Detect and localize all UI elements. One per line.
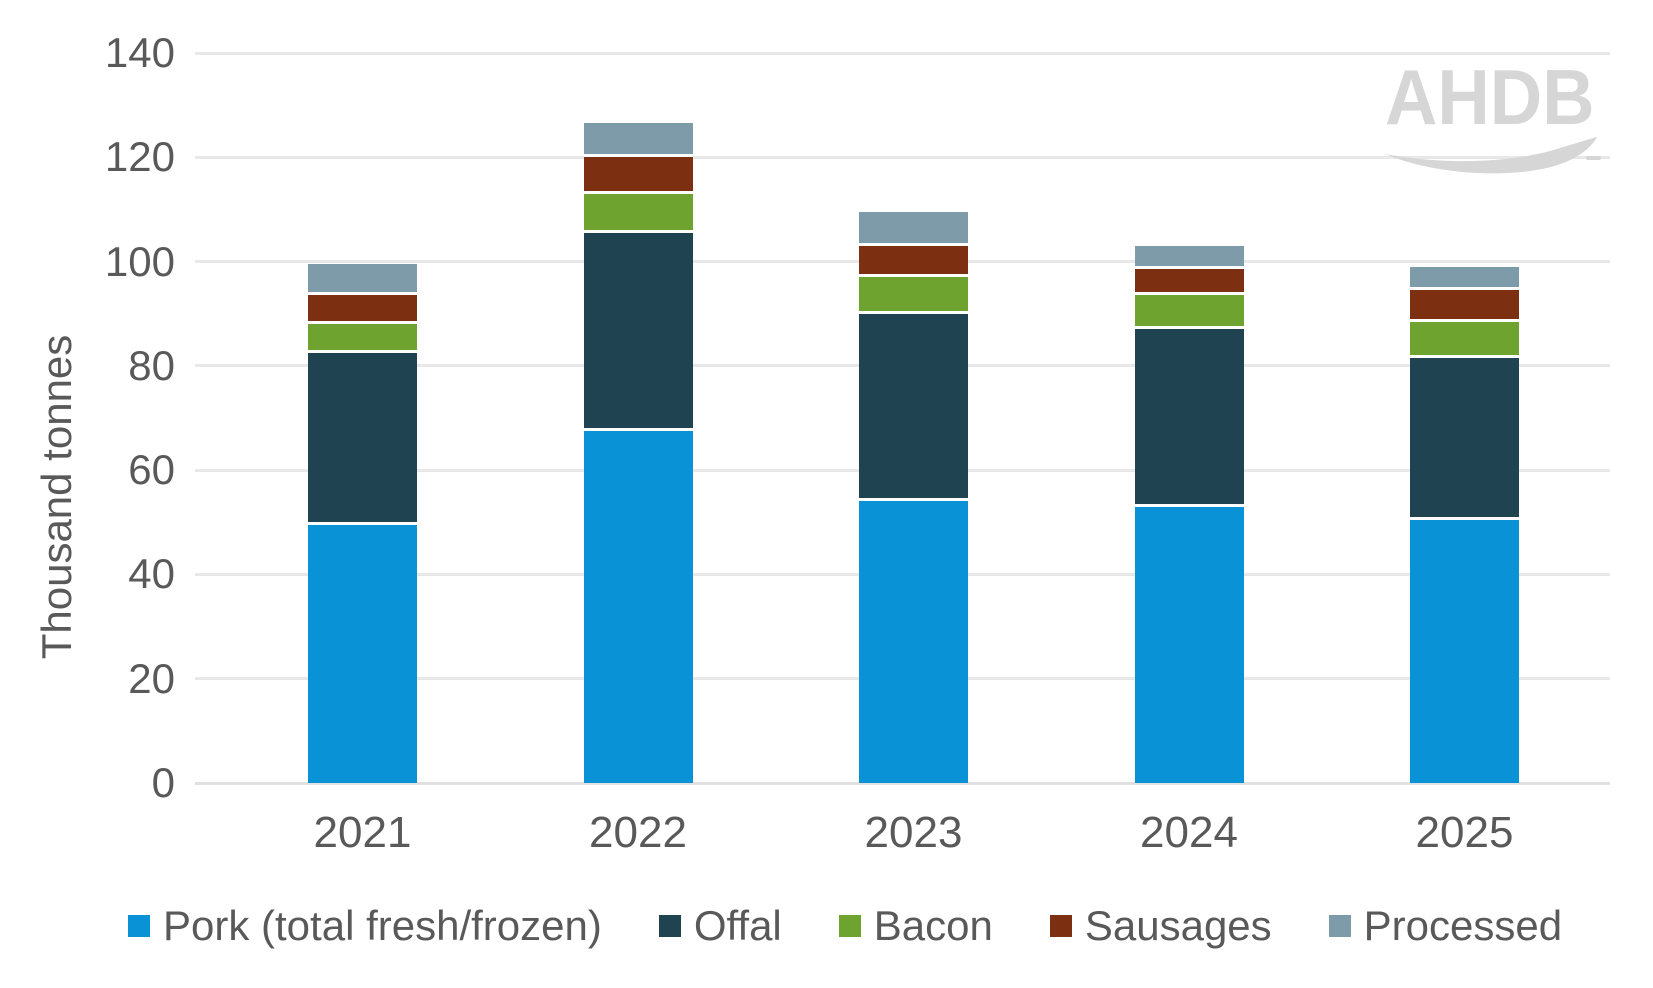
bar-segment-processed-2024 xyxy=(1134,245,1244,270)
bar-segment-sausages-2022 xyxy=(583,157,693,194)
bar-segment-sausages-2021 xyxy=(308,295,417,325)
x-tick-label: 2024 xyxy=(1140,808,1238,857)
bar-segment-processed-2023 xyxy=(859,212,968,246)
bar-segment-sausages-2025 xyxy=(1410,290,1519,322)
bar-segment-pork-total-fresh-frozen-2025 xyxy=(1410,519,1519,783)
ahdb-logo: AHDB xyxy=(1385,53,1605,176)
x-tick-label: 2022 xyxy=(589,808,687,857)
legend-swatch-icon xyxy=(1328,915,1351,937)
y-tick-label: 120 xyxy=(104,133,175,181)
legend-item-offal: Offal xyxy=(658,900,782,952)
bar-segment-offal-2023 xyxy=(859,313,968,502)
y-tick-label: 140 xyxy=(104,29,175,76)
legend-label: Bacon xyxy=(873,902,993,949)
bar-segment-pork-total-fresh-frozen-2021 xyxy=(308,524,417,783)
bar-segment-sausages-2024 xyxy=(1134,269,1244,296)
legend-item-processed: Processed xyxy=(1328,900,1563,952)
legend-item-pork-total-fresh-frozen: Pork (total fresh/frozen) xyxy=(128,900,602,952)
legend-swatch-icon xyxy=(838,915,861,937)
x-tick-label: 2021 xyxy=(313,808,412,857)
legend-item-sausages: Sausages xyxy=(1049,900,1272,952)
bar-segment-bacon-2024 xyxy=(1134,295,1244,330)
legend-label: Processed xyxy=(1363,902,1563,949)
bar-segment-bacon-2025 xyxy=(1410,321,1519,359)
plot-area xyxy=(195,51,1610,785)
bar-segment-pork-total-fresh-frozen-2023 xyxy=(859,501,968,783)
ahdb-logo-text: AHDB xyxy=(1385,53,1595,141)
legend-label: Sausages xyxy=(1084,902,1272,949)
legend: Pork (total fresh/frozen) Offal Bacon Sausa… xyxy=(128,899,1562,953)
legend-label: Offal xyxy=(693,902,782,949)
bar-segment-processed-2022 xyxy=(583,123,693,158)
bar-segment-bacon-2021 xyxy=(308,324,417,353)
x-tick-label: 2023 xyxy=(864,808,963,857)
y-tick-label: 40 xyxy=(128,550,175,598)
legend-swatch-icon xyxy=(128,915,150,937)
legend-item-bacon: Bacon xyxy=(838,900,993,952)
legend-swatch-icon xyxy=(658,915,681,937)
bar-segment-sausages-2023 xyxy=(859,245,968,278)
y-tick-label: 20 xyxy=(128,654,175,702)
bar-segment-bacon-2022 xyxy=(583,193,693,233)
y-tick-label: 0 xyxy=(151,759,175,806)
bar-segment-processed-2021 xyxy=(308,264,417,296)
y-tick-label: 60 xyxy=(128,446,175,494)
legend-label: Pork (total fresh/frozen) xyxy=(163,902,602,949)
bar-segment-offal-2025 xyxy=(1410,358,1519,520)
bar-segment-processed-2025 xyxy=(1410,266,1519,291)
gridline xyxy=(195,781,1610,785)
bar-segment-offal-2021 xyxy=(308,352,417,525)
gridline xyxy=(195,155,1610,159)
legend-swatch-icon xyxy=(1049,915,1072,937)
bar-segment-pork-total-fresh-frozen-2022 xyxy=(583,431,693,783)
y-tick-label: 100 xyxy=(104,237,175,285)
gridline xyxy=(195,51,1610,55)
x-tick-label: 2025 xyxy=(1415,808,1514,857)
bar-segment-offal-2022 xyxy=(583,232,693,432)
bar-segment-bacon-2023 xyxy=(859,277,968,314)
bar-segment-pork-total-fresh-frozen-2024 xyxy=(1134,506,1244,783)
ahdb-logo-swoosh-icon xyxy=(1385,137,1601,174)
y-tick-label: 80 xyxy=(128,341,175,389)
bar-segment-offal-2024 xyxy=(1134,329,1244,507)
